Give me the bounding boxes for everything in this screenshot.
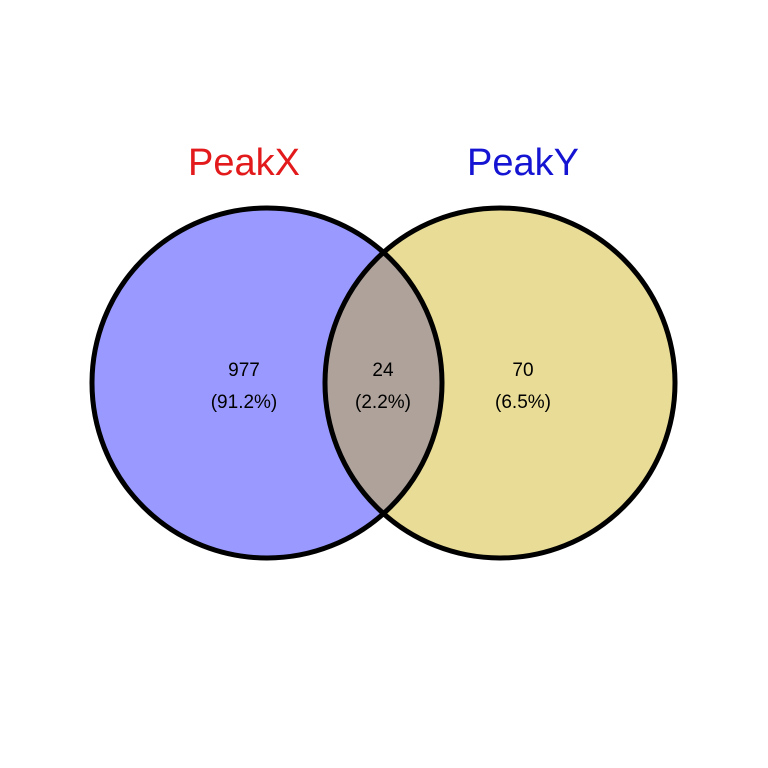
set-label-peaky: PeakY (467, 142, 579, 184)
region-percent-only-peakx: (91.2%) (211, 392, 278, 413)
region-count-only-peaky: 70 (512, 360, 533, 381)
region-count-only-peakx: 977 (228, 360, 260, 381)
set-outline-peakx (89, 205, 445, 561)
region-percent-both: (2.2%) (355, 392, 411, 413)
region-count-both: 24 (372, 360, 394, 381)
set-outline-peaky (322, 205, 678, 561)
overlap-region (325, 208, 442, 558)
region-percent-only-peaky: (6.5%) (495, 392, 551, 413)
set-label-peakx: PeakX (188, 142, 300, 184)
